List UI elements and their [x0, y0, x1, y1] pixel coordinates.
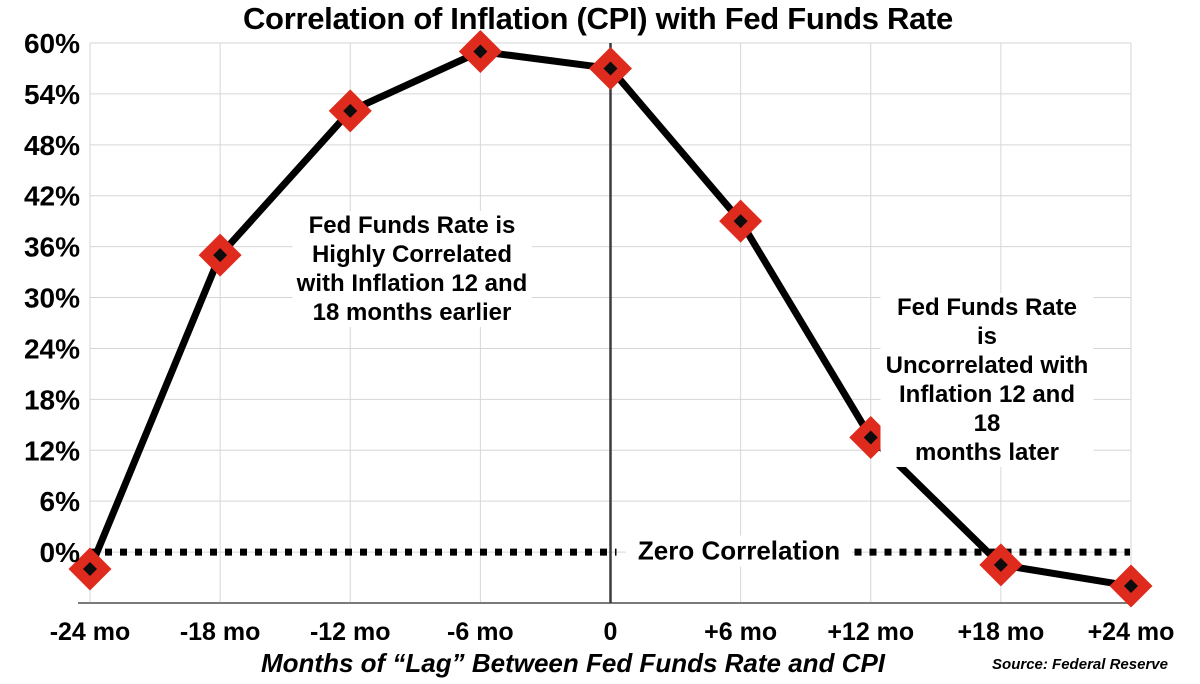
data-point-marker-core — [473, 44, 488, 59]
y-tick-label: 18% — [24, 384, 80, 415]
x-tick-label: -18 mo — [180, 618, 261, 646]
zero-correlation-label: Zero Correlation — [625, 535, 853, 567]
y-tick-label: 60% — [24, 28, 80, 59]
x-tick-label: -12 mo — [310, 618, 391, 646]
data-point-marker-core — [213, 248, 228, 263]
y-tick-label: 0% — [40, 537, 81, 568]
y-tick-label: 54% — [24, 79, 80, 110]
y-tick-label: 36% — [24, 232, 80, 263]
y-tick-label: 48% — [24, 130, 80, 161]
source-label: Source: Federal Reserve — [992, 656, 1168, 673]
data-point-marker-core — [83, 562, 97, 577]
chart-title: Correlation of Inflation (CPI) with Fed … — [242, 1, 954, 36]
x-tick-label: +24 mo — [1088, 618, 1175, 646]
y-tick-label: 12% — [24, 435, 80, 466]
x-tick-label: -6 mo — [447, 618, 514, 646]
x-tick-label: +18 mo — [957, 618, 1044, 646]
data-point-marker-core — [733, 214, 748, 229]
data-point-marker-core — [863, 430, 878, 445]
data-point-marker-core — [343, 103, 358, 118]
data-point-marker-core — [1124, 579, 1138, 594]
x-axis-title: Months of “Lag” Between Fed Funds Rate a… — [260, 648, 886, 678]
annotation-uncorrelated: Fed Funds Rate is Uncorrelated with Infl… — [880, 293, 1094, 467]
x-tick-label: -24 mo — [50, 618, 131, 646]
data-point-marker-core — [993, 557, 1008, 572]
data-point-marker-core — [603, 61, 618, 76]
y-tick-label: 42% — [24, 181, 80, 212]
annotation-highly-correlated: Fed Funds Rate is Highly Correlated with… — [292, 211, 532, 327]
x-tick-label: 0 — [604, 618, 618, 646]
x-tick-label: +12 mo — [827, 618, 914, 646]
y-tick-label: 24% — [24, 333, 80, 364]
y-tick-label: 6% — [40, 486, 81, 517]
y-tick-label: 30% — [24, 283, 80, 314]
x-tick-label: +6 mo — [704, 618, 777, 646]
